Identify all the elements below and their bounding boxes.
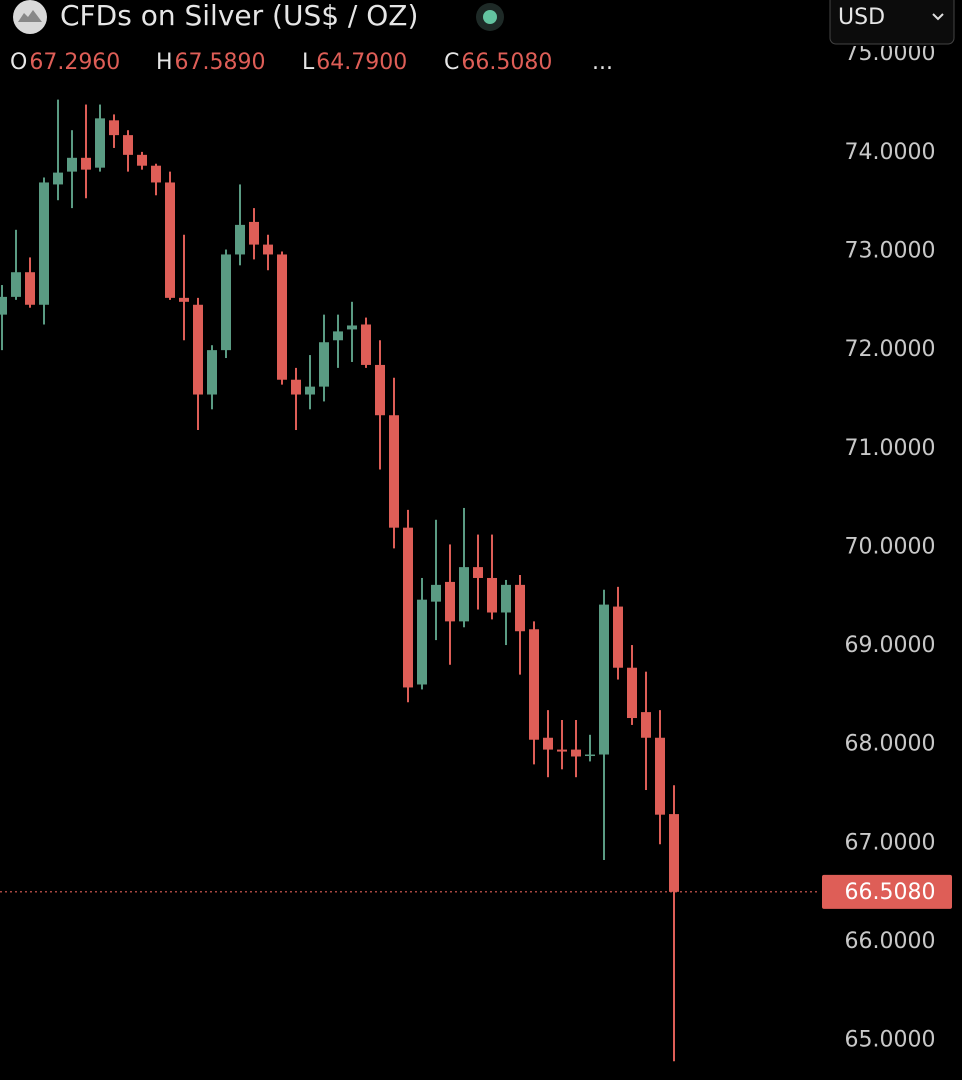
- candle-body: [487, 577, 497, 613]
- plot-area: [0, 99, 820, 1062]
- candle-body: [459, 567, 469, 622]
- candle-body: [585, 754, 595, 757]
- legend-key: L: [302, 50, 315, 75]
- symbol-title: CFDs on Silver (US$ / OZ): [60, 0, 418, 32]
- candle-body: [375, 364, 385, 416]
- currency-label[interactable]: USD: [838, 5, 885, 30]
- candle-body: [179, 297, 189, 302]
- header: CFDs on Silver (US$ / OZ) USD: [13, 0, 955, 45]
- candle-body: [557, 749, 567, 752]
- candle-body: [515, 584, 525, 632]
- candle-body: [641, 712, 651, 738]
- candle-body: [207, 350, 217, 395]
- candle-body: [389, 415, 399, 528]
- y-tick-label: 72.0000: [845, 337, 936, 362]
- legend-key: O: [10, 50, 27, 75]
- candle-body: [249, 221, 259, 245]
- candle-body: [333, 331, 343, 341]
- status-dot: [483, 10, 497, 24]
- candle-body: [613, 606, 623, 668]
- symbol-icon-glyph: [18, 10, 42, 22]
- candle-body: [53, 172, 63, 185]
- candle-body: [655, 737, 665, 815]
- candle-body: [431, 584, 441, 602]
- candle-body: [445, 581, 455, 622]
- y-tick-label: 66.0000: [845, 929, 936, 954]
- candle-body: [291, 379, 301, 395]
- legend-value: 64.7900: [316, 50, 407, 75]
- candle-body: [137, 154, 147, 166]
- candle-body: [473, 567, 483, 578]
- candle-body: [109, 120, 119, 136]
- candle-body: [0, 296, 7, 315]
- candle-body: [403, 527, 413, 688]
- candle-body: [25, 272, 35, 305]
- candle-body: [305, 386, 315, 395]
- candle-body: [599, 604, 609, 755]
- candle-body: [571, 749, 581, 757]
- legend-value: 67.2960: [29, 50, 120, 75]
- candle-body: [627, 667, 637, 719]
- candle-body: [319, 342, 329, 387]
- candle-body: [347, 325, 357, 330]
- candle-body: [417, 599, 427, 685]
- legend-key: C: [444, 50, 459, 75]
- legend-key: H: [156, 50, 173, 75]
- y-tick-label: 73.0000: [845, 239, 936, 264]
- price-axis: 65.0000 66.0000 67.0000 68.0000 69.0000 70.00…: [822, 41, 952, 1053]
- candle-body: [263, 244, 273, 255]
- ohlc-legend: O 67.2960 H 67.5890 L 64.7900 C 66.5080...: [10, 50, 613, 75]
- last-price-marker: [822, 874, 952, 909]
- legend-value: 66.5080: [461, 50, 552, 75]
- legend-more[interactable]: ...: [592, 50, 613, 75]
- y-tick-label: 74.0000: [845, 140, 936, 165]
- y-tick-label: 69.0000: [845, 633, 936, 658]
- candle-body: [39, 182, 49, 305]
- candle-body: [81, 157, 91, 170]
- currency-select[interactable]: [829, 0, 955, 45]
- candle-body: [221, 254, 231, 351]
- candle-body: [193, 304, 203, 395]
- candle-body: [123, 135, 133, 155]
- legend-value: 67.5890: [175, 50, 266, 75]
- candle-body: [11, 272, 21, 297]
- candle-body: [501, 584, 511, 613]
- y-tick-label: 67.0000: [845, 830, 936, 855]
- y-tick-label: 70.0000: [845, 534, 936, 559]
- candle-body: [165, 182, 175, 298]
- y-tick-label: 71.0000: [845, 436, 936, 461]
- candle-body: [529, 629, 539, 740]
- candle-body: [151, 165, 161, 183]
- candle-body: [235, 224, 245, 255]
- y-tick-label: 65.0000: [845, 1028, 936, 1053]
- y-tick-label: 68.0000: [845, 732, 936, 757]
- candle-body: [95, 118, 105, 168]
- dropdown-caret[interactable]: [932, 13, 944, 21]
- candle-body: [669, 814, 679, 892]
- candle-body: [277, 254, 287, 380]
- last-price-label: 66.5080: [845, 880, 936, 905]
- candle-body: [67, 157, 77, 172]
- candle-body: [543, 737, 553, 750]
- candle-body: [361, 324, 371, 365]
